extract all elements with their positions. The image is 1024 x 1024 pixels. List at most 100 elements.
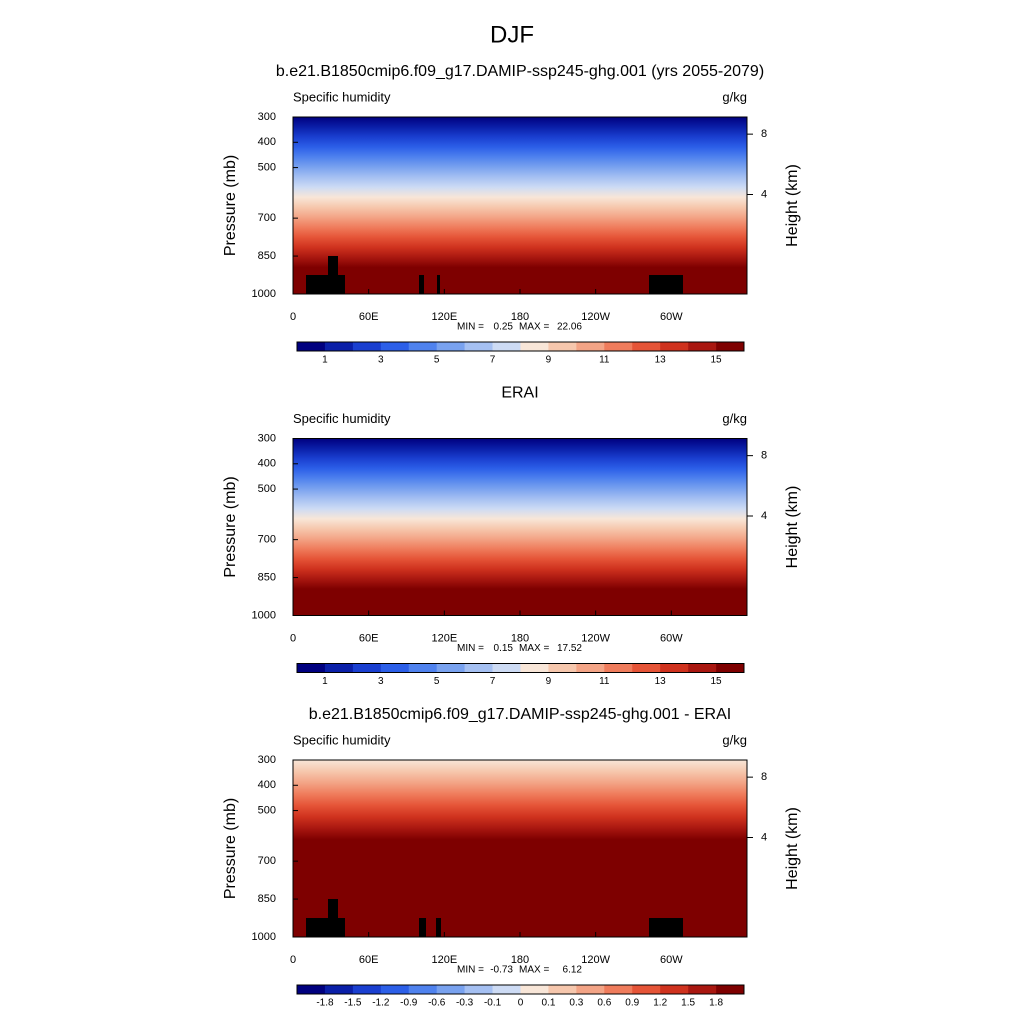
colorbar-label: -0.1 (484, 998, 502, 1009)
x-tick-label: 180 (511, 954, 529, 966)
fields (293, 117, 747, 937)
colorbar-swatch (492, 985, 521, 994)
colorbar-swatch (464, 985, 493, 994)
x-tick-label: 180 (511, 632, 529, 644)
colorbar-swatch (436, 985, 465, 994)
x-tick-label: 60E (359, 954, 379, 966)
colorbar-swatch (380, 985, 410, 994)
x-tick-label: 120E (431, 632, 457, 644)
colorbar-label: 1.2 (653, 998, 667, 1009)
colorbar-label: 15 (711, 355, 723, 366)
colorbar-swatch (297, 342, 326, 351)
colorbar-swatch (576, 663, 605, 673)
field (293, 760, 747, 937)
colorbar-swatch (520, 663, 549, 673)
min-value: -0.73 (490, 965, 513, 976)
colorbar-swatch (352, 663, 382, 673)
y2-tick-label: 4 (761, 510, 767, 522)
topography-block (328, 256, 338, 275)
y-tick-label: 850 (258, 893, 276, 905)
topography-block (419, 918, 426, 937)
x-tick-label: 120E (431, 954, 457, 966)
max-label: MAX = (519, 322, 549, 333)
colorbar-swatch (716, 663, 745, 673)
colorbar-label: 1.5 (681, 998, 695, 1009)
colorbar-swatch (492, 663, 521, 673)
colorbar-label: -0.6 (428, 998, 446, 1009)
y2-tick-label: 4 (761, 831, 767, 843)
colorbar-swatch (520, 342, 549, 351)
y-tick-label: 700 (258, 212, 276, 224)
colorbar-swatch (688, 663, 717, 673)
colorbar-swatch (548, 342, 577, 351)
x-tick-label: 0 (290, 311, 296, 323)
topography-block (649, 918, 683, 937)
y-tick-label: 1000 (252, 609, 276, 621)
field-label: Specific humidity (293, 89, 391, 104)
field-label: Specific humidity (293, 411, 391, 426)
y2-axis-label: Height (km) (784, 164, 801, 247)
colorbar-swatch (632, 985, 661, 994)
x-tick-label: 60W (660, 311, 683, 323)
colorbar-swatch (408, 663, 437, 673)
colorbar-label: 5 (434, 676, 440, 687)
colorbar-swatch (297, 985, 326, 994)
colorbar-swatch (604, 985, 633, 994)
field-label: Specific humidity (293, 732, 391, 747)
colorbar-swatch (408, 985, 437, 994)
colorbar-swatch (688, 985, 717, 994)
colorbar-swatch (408, 342, 437, 351)
colorbar-swatch (548, 663, 577, 673)
colorbar-label: 0.9 (625, 998, 639, 1009)
colorbar-label: 1.8 (709, 998, 723, 1009)
y2-tick-label: 8 (761, 771, 767, 783)
colorbar-label: -1.5 (344, 998, 362, 1009)
y-tick-label: 700 (258, 534, 276, 546)
y-axis-label: Pressure (mb) (222, 798, 239, 899)
colorbar-swatch (324, 342, 354, 351)
colorbar-swatch (576, 985, 605, 994)
colorbar-label: 11 (599, 676, 610, 687)
topography-block (649, 275, 683, 294)
topography-block (419, 275, 424, 294)
max-label: MAX = (519, 643, 549, 654)
x-tick-label: 120W (581, 954, 610, 966)
topography-block (437, 275, 440, 294)
x-tick-label: 0 (290, 632, 296, 644)
colorbar-swatch (464, 663, 493, 673)
colorbar-swatch (660, 342, 689, 351)
colorbar-label: 0.3 (569, 998, 583, 1009)
colorbar-label: 1 (322, 355, 328, 366)
colorbar-swatch (520, 985, 549, 994)
colorbar-swatch (604, 663, 633, 673)
topography-block (306, 918, 345, 937)
y-axis-label: Pressure (mb) (222, 476, 239, 577)
x-tick-label: 60E (359, 632, 379, 644)
y-tick-label: 300 (258, 111, 276, 123)
colorbar-swatch (436, 663, 465, 673)
field (293, 117, 747, 294)
colorbar-swatch (660, 985, 689, 994)
colorbar-label: -0.3 (456, 998, 474, 1009)
colorbar-label: 3 (378, 676, 384, 687)
colorbar-swatch (324, 663, 354, 673)
topography-block (436, 918, 441, 937)
field (293, 438, 747, 616)
x-tick-label: 120W (581, 311, 610, 323)
colorbar-swatch (380, 663, 410, 673)
y-axis-label: Pressure (mb) (222, 155, 239, 256)
colorbar-swatch (297, 663, 326, 673)
x-tick-label: 0 (290, 954, 296, 966)
colorbar-frame (296, 663, 745, 673)
colorbar-label: 9 (546, 355, 552, 366)
colorbar-swatch (604, 342, 633, 351)
colorbar-label: -1.8 (316, 998, 334, 1009)
y2-tick-label: 8 (761, 450, 767, 462)
colorbar-swatch (464, 342, 493, 351)
colorbar-label: 7 (490, 355, 496, 366)
colorbar-label: 13 (655, 676, 667, 687)
y-tick-label: 700 (258, 855, 276, 867)
y2-axis-label: Height (km) (784, 807, 801, 890)
min-value: 0.25 (494, 322, 514, 333)
